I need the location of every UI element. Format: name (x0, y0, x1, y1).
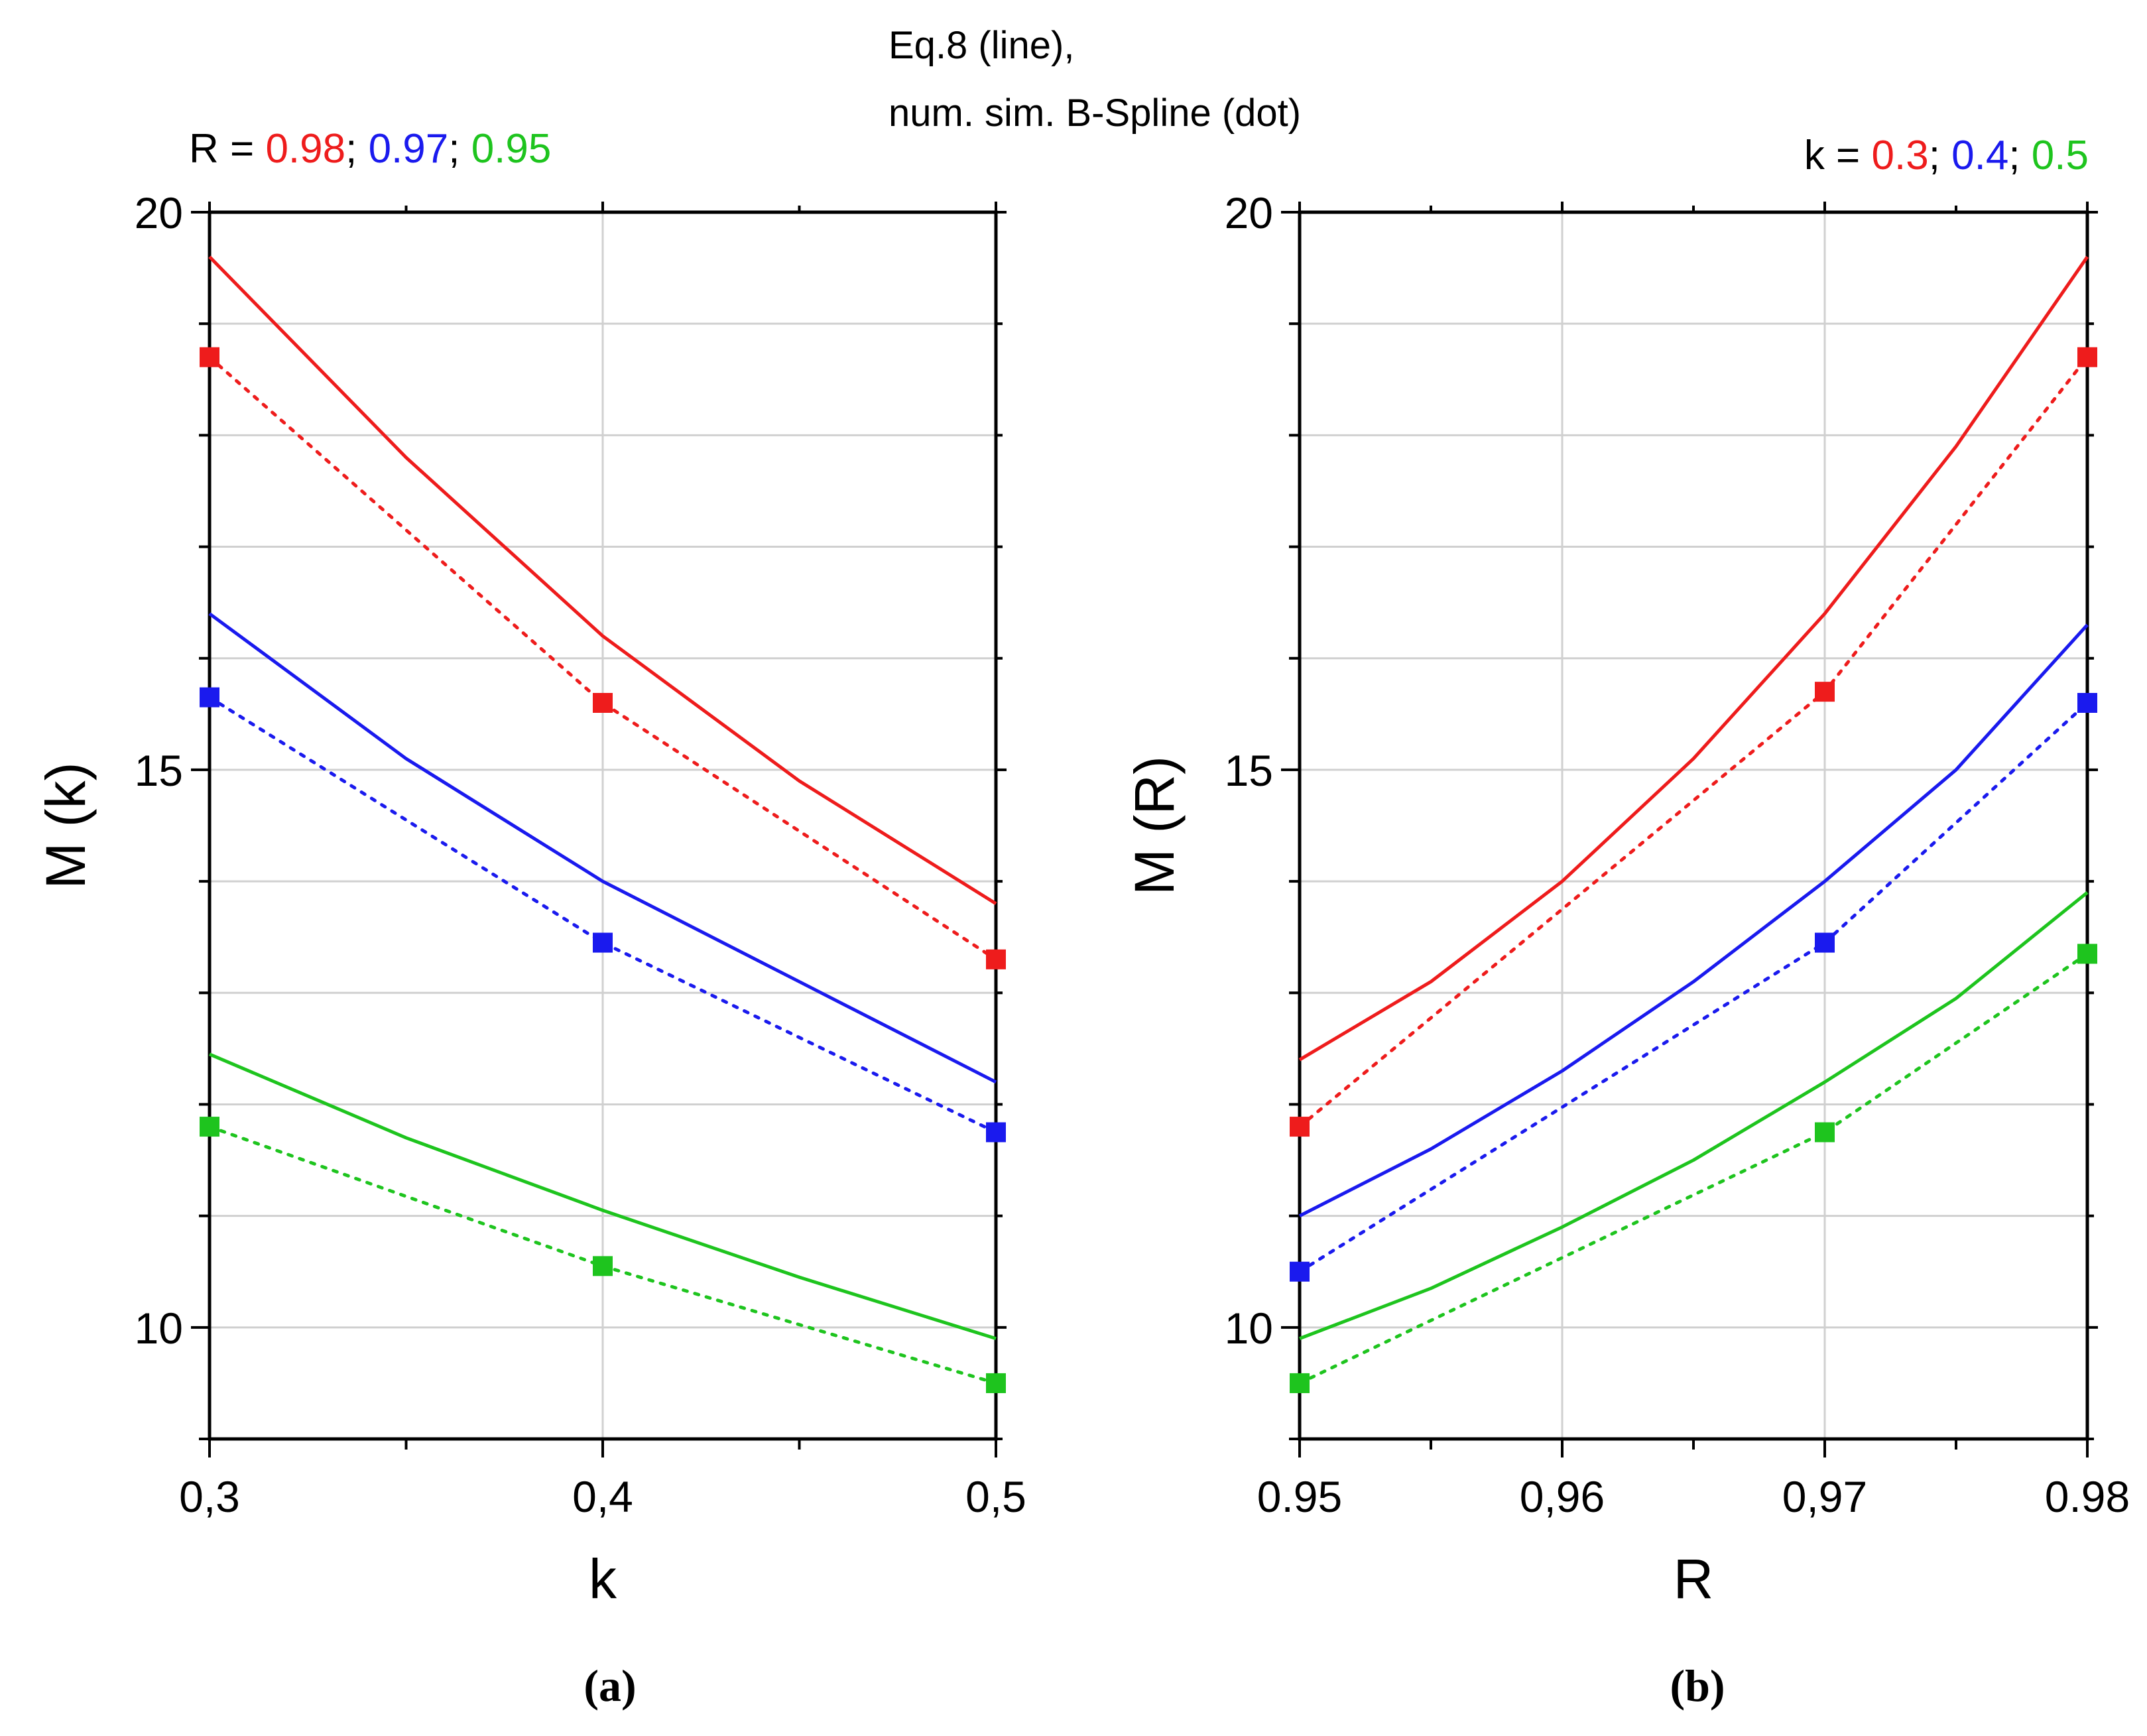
pb-series-0-marker (1815, 682, 1835, 702)
pa-legend-separator: ; (448, 126, 471, 172)
pb-series-2-marker (1290, 1373, 1310, 1393)
pa-legend: R = 0.98; 0.97; 0.95 (189, 126, 551, 172)
pb-legend-entry: 0.3 (1871, 133, 1928, 178)
pb-legend-entry: 0.4 (1951, 133, 2008, 178)
pb-series-0-marker (1290, 1117, 1310, 1137)
pb-axis-frame (1298, 210, 2089, 1441)
pb-legend-prefix: k = (1804, 133, 1872, 178)
pa-x-axis-label: k (589, 1548, 617, 1610)
pa-xtick-label: 0,4 (572, 1472, 633, 1521)
pb-ytick-label: 10 (1225, 1304, 1273, 1353)
pa-series-0-line (208, 255, 997, 905)
pa-ytick-label: 20 (135, 188, 183, 237)
pa-series-2-marker (986, 1373, 1006, 1393)
pb-series-0-line (1298, 255, 2089, 1062)
pb-xtick-label: 0.98 (2045, 1472, 2130, 1521)
pb-xtick-label: 0.95 (1257, 1472, 1342, 1521)
pa-series-2-marker (200, 1117, 219, 1137)
pb-series-2-dotted-line (1298, 952, 2089, 1385)
pa-legend-prefix: R = (189, 126, 265, 172)
pa-legend-entry: 0.98 (265, 126, 345, 172)
pb-ytick-label: 15 (1225, 746, 1273, 795)
pb-legend-separator: ; (1929, 133, 1951, 178)
pa-series-1-marker (200, 687, 219, 708)
pb-series-2-marker (1815, 1122, 1835, 1143)
pa-ytick-label: 10 (135, 1304, 183, 1353)
pa-legend-separator: ; (345, 126, 368, 172)
pa-y-axis-label: M (k) (34, 762, 97, 889)
pa-xtick-label: 0,5 (965, 1472, 1026, 1521)
pa-legend-entry: 0.95 (471, 126, 552, 172)
pb-series-2-marker (2077, 944, 2097, 964)
pb-series-1-line (1298, 623, 2089, 1217)
pb-caption: (b) (1670, 1660, 1725, 1711)
pb-legend-entry: 0.5 (2032, 133, 2089, 178)
pa-series-1-dotted-line (208, 696, 998, 1134)
pb-xtick-label: 0,97 (1782, 1472, 1867, 1521)
pb-series-2-line (1299, 891, 2089, 1340)
pa-series-1-line (208, 612, 997, 1084)
pb-series-0-marker (2077, 347, 2097, 367)
pb-y-axis-label: M (R) (1123, 756, 1186, 895)
pb-series-1-marker (2077, 693, 2097, 713)
pa-series-1-marker (593, 932, 613, 953)
pa-caption: (a) (583, 1660, 636, 1711)
pb-legend-separator: ; (2008, 133, 2031, 178)
figure-title-line2: num. sim. B-Spline (dot) (889, 92, 1301, 135)
pb-series-1-marker (1290, 1261, 1310, 1282)
pb-x-axis-label: R (1674, 1548, 1714, 1610)
pb-xtick-label: 0,96 (1520, 1472, 1605, 1521)
chart-panel-a: 10 15 20 0,3 0,4 0,5 k M (k) R = 0.98; 0.97; 0.9… (34, 126, 1026, 1711)
pb-ytick-label: 20 (1225, 188, 1273, 237)
pa-series-2-marker (593, 1256, 613, 1276)
chart-panel-b: 10 15 20 0.95 0,96 0,97 0.98 R M (R) k = 0.3; 0.4… (1123, 133, 2130, 1711)
pa-series-0-marker (986, 949, 1006, 969)
pb-legend: k = 0.3; 0.4; 0.5 (1804, 133, 2089, 178)
pa-series-2-line (209, 1052, 997, 1341)
pa-series-0-marker (200, 347, 219, 367)
pb-series-0-dotted-line (1298, 355, 2089, 1129)
pa-series-1-marker (986, 1122, 1006, 1143)
pa-ytick-label: 15 (135, 746, 183, 795)
pa-xtick-label: 0,3 (179, 1472, 240, 1521)
pa-series-0-marker (593, 693, 613, 713)
pb-series-1-marker (1815, 932, 1835, 953)
pa-legend-entry: 0.97 (369, 126, 449, 172)
figure-title-line1: Eq.8 (line), (889, 24, 1074, 67)
